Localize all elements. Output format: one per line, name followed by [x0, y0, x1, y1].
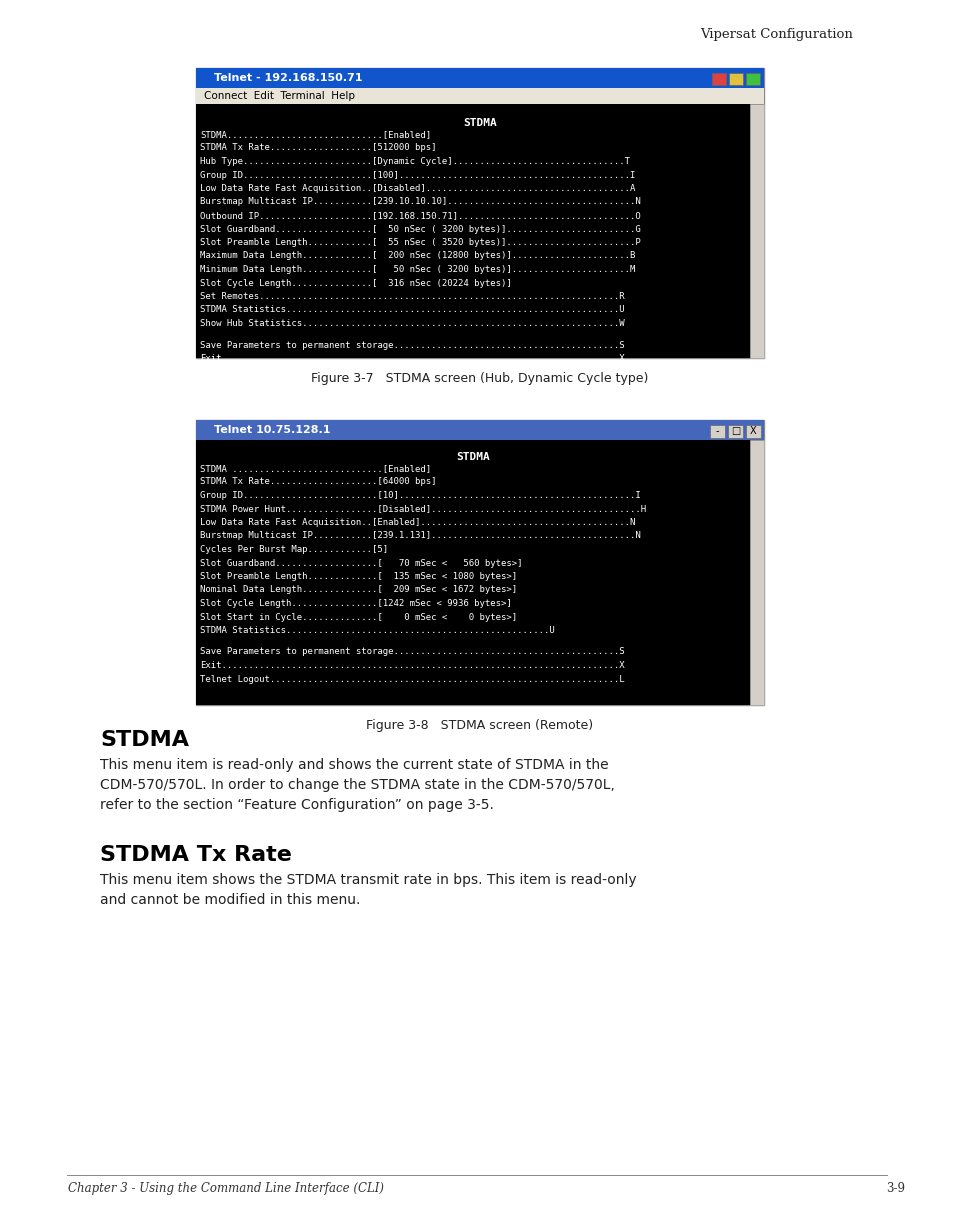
FancyBboxPatch shape [195, 88, 763, 104]
Text: Telnet 10.75.128.1: Telnet 10.75.128.1 [213, 425, 330, 436]
Text: Slot Guardband...................[   70 mSec <   560 bytes>]: Slot Guardband...................[ 70 mS… [200, 558, 522, 568]
Text: Cycles Per Burst Map............[5]: Cycles Per Burst Map............[5] [200, 545, 388, 555]
Text: Slot Preamble Length............[  55 nSec ( 3520 bytes)].......................: Slot Preamble Length............[ 55 nSe… [200, 238, 640, 247]
FancyBboxPatch shape [195, 440, 763, 706]
FancyBboxPatch shape [727, 425, 742, 438]
Text: STDMA Tx Rate...................[512000 bps]: STDMA Tx Rate...................[512000 … [200, 144, 436, 152]
Text: This menu item is read-only and shows the current state of STDMA in the
CDM-570/: This menu item is read-only and shows th… [100, 758, 615, 812]
Text: Maximum Data Length.............[  200 nSec (12800 bytes)]......................: Maximum Data Length.............[ 200 nS… [200, 252, 635, 260]
Text: Figure 3-8   STDMA screen (Remote): Figure 3-8 STDMA screen (Remote) [366, 719, 593, 733]
FancyBboxPatch shape [195, 104, 763, 358]
FancyBboxPatch shape [195, 67, 763, 88]
Text: Exit..........................................................................X: Exit....................................… [200, 661, 624, 670]
FancyBboxPatch shape [195, 420, 763, 440]
Text: Save Parameters to permanent storage..........................................S: Save Parameters to permanent storage....… [200, 648, 624, 656]
FancyBboxPatch shape [728, 72, 742, 85]
Text: Figure 3-7   STDMA screen (Hub, Dynamic Cycle type): Figure 3-7 STDMA screen (Hub, Dynamic Cy… [311, 372, 648, 385]
Text: STDMA: STDMA [100, 730, 189, 750]
Text: Outbound IP.....................[192.168.150.71]................................: Outbound IP.....................[192.168… [200, 211, 640, 220]
Text: Burstmap Multicast IP...........[239.10.10.10]..................................: Burstmap Multicast IP...........[239.10.… [200, 198, 640, 206]
Text: STDMA: STDMA [462, 118, 497, 128]
Text: This menu item shows the STDMA transmit rate in bps. This item is read-only
and : This menu item shows the STDMA transmit … [100, 872, 636, 907]
Text: Connect  Edit  Terminal  Help: Connect Edit Terminal Help [204, 91, 355, 101]
Text: Chapter 3 - Using the Command Line Interface (CLI): Chapter 3 - Using the Command Line Inter… [68, 1182, 384, 1195]
Text: Telnet Logout.................................................................L: Telnet Logout...........................… [200, 368, 624, 377]
Text: Telnet Logout.................................................................L: Telnet Logout...........................… [200, 675, 624, 683]
Text: X: X [749, 426, 756, 436]
Text: Nominal Data Length..............[  209 mSec < 1672 bytes>]: Nominal Data Length..............[ 209 m… [200, 585, 517, 595]
Text: Show Hub Statistics...........................................................W: Show Hub Statistics.....................… [200, 319, 624, 328]
Text: Low Data Rate Fast Acquisition..[Enabled].......................................: Low Data Rate Fast Acquisition..[Enabled… [200, 518, 635, 528]
Text: Slot Start in Cycle..............[    0 mSec <    0 bytes>]: Slot Start in Cycle..............[ 0 mSe… [200, 612, 517, 622]
FancyBboxPatch shape [749, 104, 763, 358]
FancyBboxPatch shape [749, 440, 763, 706]
Text: STDMA Tx Rate: STDMA Tx Rate [100, 845, 292, 865]
Text: Save Parameters to permanent storage..........................................S: Save Parameters to permanent storage....… [200, 341, 624, 350]
FancyBboxPatch shape [195, 420, 763, 706]
Text: Vipersat Configuration: Vipersat Configuration [700, 28, 852, 40]
Text: □: □ [730, 426, 740, 436]
Text: Group ID........................[100]...........................................: Group ID........................[100]...… [200, 171, 635, 179]
Text: Exit..........................................................................X: Exit....................................… [200, 355, 624, 363]
FancyBboxPatch shape [745, 425, 760, 438]
Text: 3-9: 3-9 [885, 1182, 904, 1195]
FancyBboxPatch shape [709, 425, 724, 438]
FancyBboxPatch shape [195, 67, 763, 358]
Text: Group ID.........................[10]...........................................: Group ID.........................[10]...… [200, 491, 640, 499]
Text: Telnet - 192.168.150.71: Telnet - 192.168.150.71 [213, 72, 362, 83]
Text: Low Data Rate Fast Acquisition..[Disabled]......................................: Low Data Rate Fast Acquisition..[Disable… [200, 184, 635, 193]
Text: STDMA Statistics..............................................................U: STDMA Statistics........................… [200, 306, 624, 314]
Text: Minimum Data Length.............[   50 nSec ( 3200 bytes)]......................: Minimum Data Length.............[ 50 nSe… [200, 265, 635, 274]
FancyBboxPatch shape [745, 72, 760, 85]
Text: Set Remotes...................................................................R: Set Remotes.............................… [200, 292, 624, 301]
Text: Hub Type........................[Dynamic Cycle]................................T: Hub Type........................[Dynamic… [200, 157, 629, 166]
Text: -: - [715, 426, 719, 436]
Text: STDMA: STDMA [456, 452, 489, 463]
Text: Burstmap Multicast IP...........[239.1.131].....................................: Burstmap Multicast IP...........[239.1.1… [200, 531, 640, 541]
Text: STDMA Tx Rate....................[64000 bps]: STDMA Tx Rate....................[64000 … [200, 477, 436, 486]
Text: Slot Cycle Length...............[  316 nSec (20224 bytes)]: Slot Cycle Length...............[ 316 nS… [200, 279, 511, 287]
Text: STDMA Power Hunt.................[Disabled].....................................: STDMA Power Hunt.................[Disabl… [200, 504, 645, 514]
Text: Slot Guardband..................[  50 nSec ( 3200 bytes)].......................: Slot Guardband..................[ 50 nSe… [200, 225, 640, 233]
FancyBboxPatch shape [200, 382, 207, 391]
FancyBboxPatch shape [711, 72, 725, 85]
Text: Slot Cycle Length................[1242 mSec < 9936 bytes>]: Slot Cycle Length................[1242 m… [200, 599, 511, 609]
Text: Slot Preamble Length.............[  135 mSec < 1080 bytes>]: Slot Preamble Length.............[ 135 m… [200, 572, 517, 582]
Text: STDMA ............................[Enabled]: STDMA ............................[Enabl… [200, 464, 431, 472]
Text: STDMA.............................[Enabled]: STDMA.............................[Enabl… [200, 130, 431, 139]
Text: STDMA Statistics.................................................U: STDMA Statistics........................… [200, 626, 554, 636]
